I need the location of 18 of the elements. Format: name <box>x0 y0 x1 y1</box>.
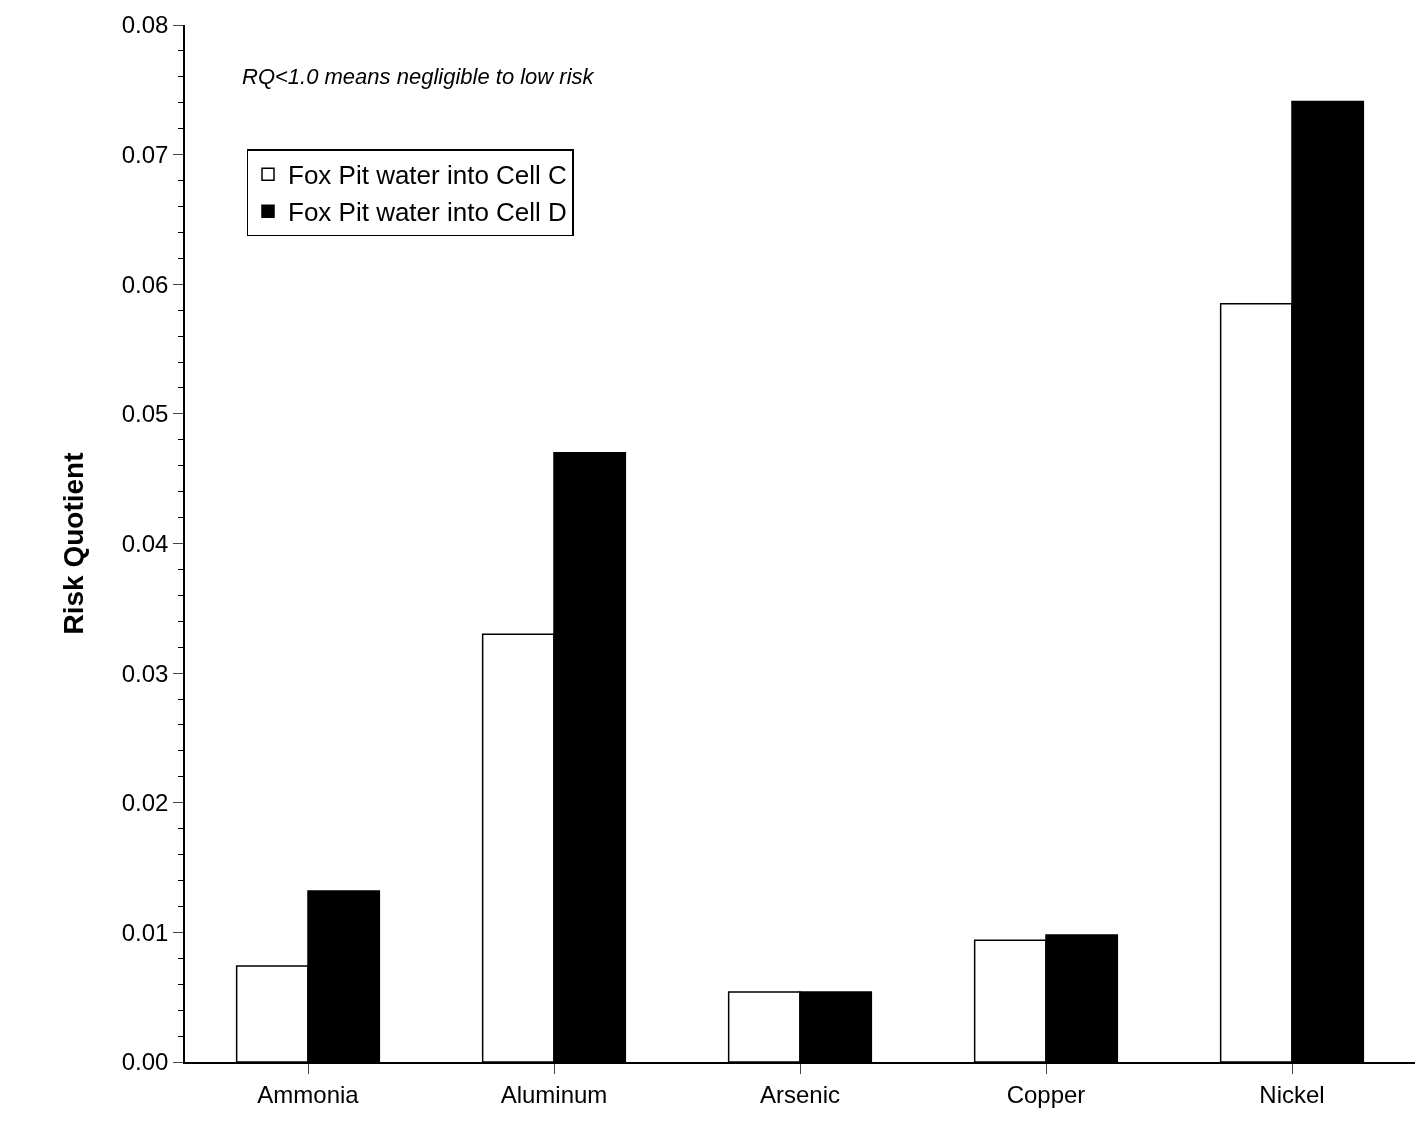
y-tick-label: 0.05 <box>121 400 169 428</box>
annotation: RQ<1.0 means negligible to low risk <box>242 64 595 89</box>
x-tick-label: Nickel <box>1259 1080 1325 1108</box>
y-tick-label: 0.03 <box>121 659 169 687</box>
y-axis-title: Risk Quotient <box>57 452 89 635</box>
y-tick-label: 0.08 <box>121 11 169 39</box>
y-tick-label: 0.01 <box>121 918 169 946</box>
y-tick-label: 0.07 <box>121 141 169 169</box>
y-tick-label: 0.02 <box>121 789 169 817</box>
x-tick-label: Copper <box>1006 1080 1086 1108</box>
legend-label: Fox Pit water into Cell D <box>288 197 567 228</box>
x-tick-label: Arsenic <box>759 1080 841 1108</box>
y-tick-label: 0.06 <box>121 270 169 298</box>
x-tick-label: Ammonia <box>257 1080 360 1108</box>
y-tick-label: 0.04 <box>121 529 169 557</box>
x-tick-label: Aluminum <box>500 1080 608 1108</box>
legend-label: Fox Pit water into Cell C <box>288 160 567 191</box>
y-tick-label: 0.00 <box>121 1048 169 1076</box>
